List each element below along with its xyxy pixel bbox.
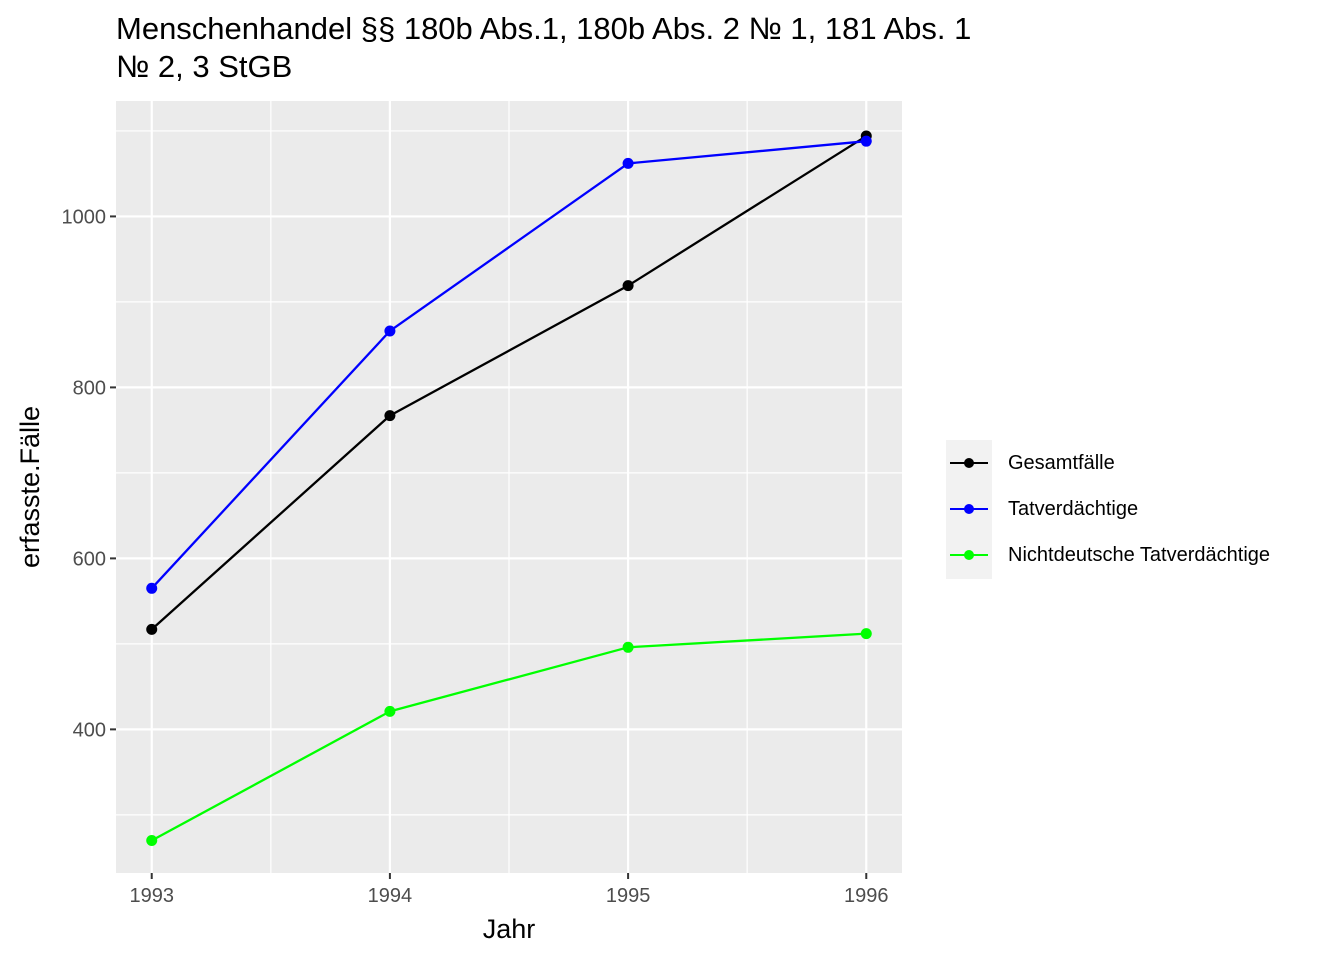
data-point-series-0-1995 (622, 280, 634, 292)
legend-key-nichtdeutsche-tatverdaechtige (946, 532, 992, 578)
series-line-2 (151, 632, 867, 842)
legend-item-nichtdeutsche-tatverdaechtige: Nichtdeutsche Tatverdächtige (946, 532, 1270, 578)
chart-title: Menschenhandel §§ 180b Abs.1, 180b Abs. … (116, 10, 1216, 86)
data-point-series-1-1994 (384, 325, 396, 337)
data-point-series-0-1993 (146, 623, 158, 635)
x-axis-title: Jahr (483, 914, 536, 944)
legend-key-gesamtfaelle (946, 440, 992, 486)
data-point-series-2-1995 (622, 641, 634, 653)
x-tick-label: 1994 (368, 885, 413, 907)
y-axis-title: erfasste.Fälle (15, 406, 45, 568)
legend-key-tatverdaechtige (946, 486, 992, 532)
legend-item-tatverdaechtige: Tatverdächtige (946, 486, 1138, 532)
data-point-series-1-1993 (146, 582, 158, 594)
axes: 1993 1994 1995 1996 400 600 800 1000 (62, 206, 889, 907)
data-point-series-2-1994 (384, 705, 396, 717)
data-point-series-1-1996 (860, 135, 872, 147)
data-point-series-2-1993 (146, 835, 158, 847)
series-line-0 (150, 135, 867, 631)
y-tick-label: 800 (73, 377, 106, 399)
x-tick-label: 1996 (844, 885, 889, 907)
major-grid (116, 101, 902, 873)
y-tick-label: 600 (73, 548, 106, 570)
y-tick-label: 1000 (62, 206, 107, 228)
data-point-series-1-1995 (622, 157, 634, 169)
data-point-series-0-1994 (384, 410, 396, 422)
series-layer (146, 130, 872, 847)
legend-item-gesamtfaelle: Gesamtfälle (946, 440, 1115, 486)
chart-title-line-2: № 2, 3 StGB (116, 49, 293, 84)
chart-title-line-1: Menschenhandel §§ 180b Abs.1, 180b Abs. … (116, 11, 972, 46)
legend-label-gesamtfaelle: Gesamtfälle (1008, 451, 1115, 474)
y-tick-label: 400 (73, 719, 106, 741)
x-tick-label: 1993 (129, 885, 174, 907)
series-line-1 (150, 140, 867, 590)
x-tick-label: 1995 (606, 885, 651, 907)
legend-label-tatverdaechtige: Tatverdächtige (1008, 497, 1139, 520)
minor-grid (116, 101, 902, 873)
data-point-series-2-1996 (860, 628, 872, 640)
legend-label-nichtdeutsche-tatverdaechtige: Nichtdeutsche Tatverdächtige (1008, 543, 1271, 566)
